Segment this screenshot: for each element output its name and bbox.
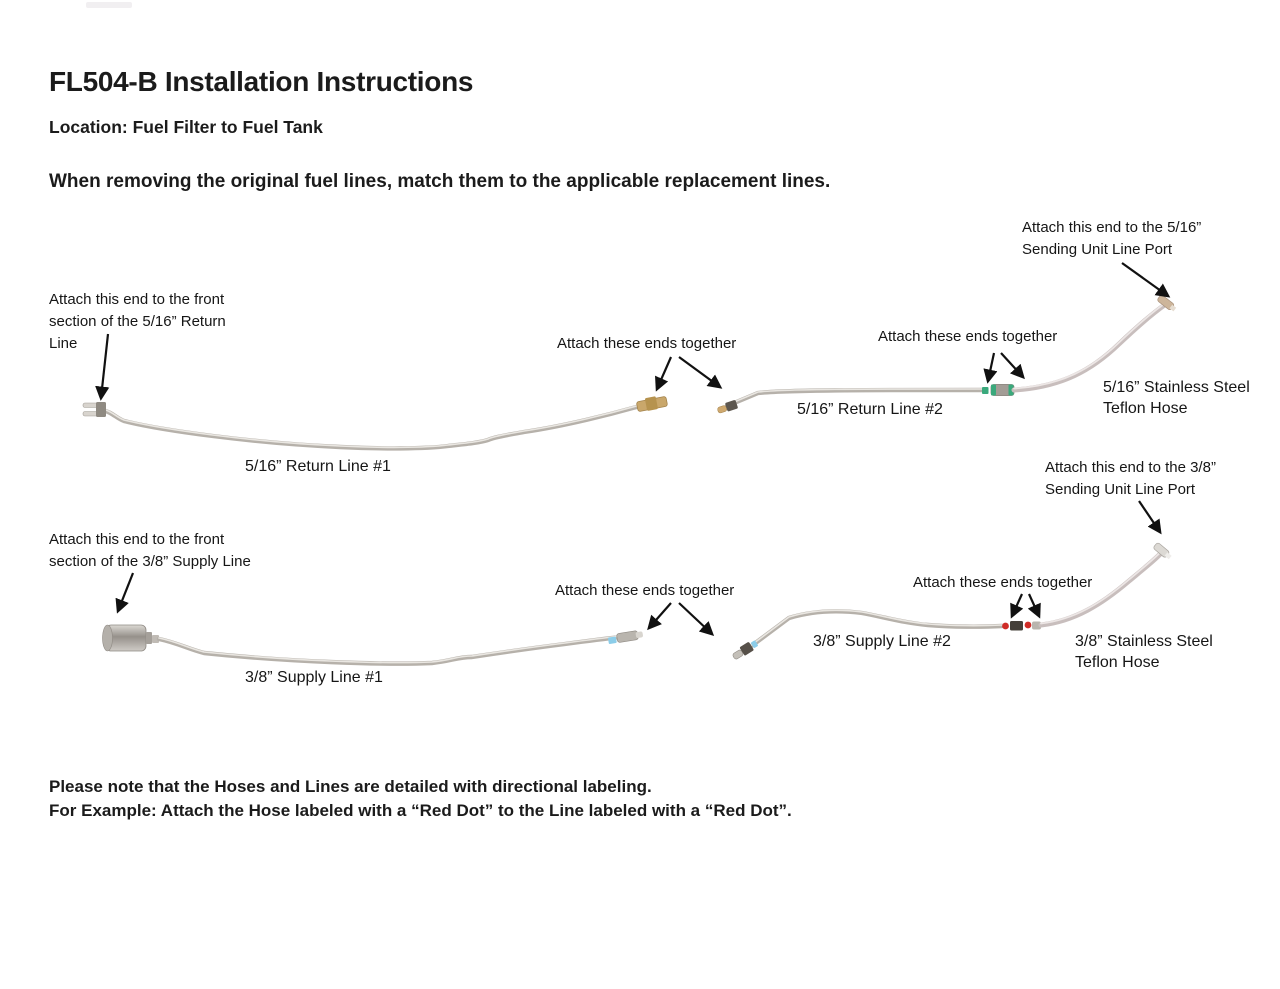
supply-line2-end-fitting (732, 640, 758, 660)
supply-line1-blue-fitting (608, 630, 643, 644)
footer-note-2: For Example: Attach the Hose labeled wit… (49, 801, 792, 820)
label-supply-line-1: 3/8” Supply Line #1 (245, 669, 383, 686)
callout-supply-mid: Attach these ends together (555, 582, 735, 599)
green-dot-fitting (982, 384, 1015, 396)
fuel-filter (102, 624, 159, 652)
callout-supply-sending: Attach this end to the 3/8” Sending Unit… (1045, 457, 1216, 501)
label-return-line-1: 5/16” Return Line #1 (245, 458, 391, 475)
return-teflon-hose-highlight (1013, 301, 1167, 390)
supply-teflon-hose-highlight (1040, 549, 1163, 625)
callout-return-mid: Attach these ends together (557, 335, 737, 352)
return-line-1-highlight (101, 404, 641, 449)
callout-arrow-supply-mid-left (647, 602, 672, 631)
callout-return-front-line1: Attach this end to the front (49, 291, 225, 308)
return-quick-connect-fitting (82, 402, 106, 417)
return-line-2-highlight (726, 388, 985, 406)
supply-line-1-highlight (158, 635, 622, 664)
callout-return-front-line3: Line (49, 335, 78, 352)
supply-line-2-path (743, 609, 1005, 653)
callout-arrow-return-sending (1121, 262, 1171, 298)
location-subtitle: Location: Fuel Filter to Fuel Tank (49, 117, 323, 137)
callout-return-front-line2: section of the 5/16” Return (49, 313, 226, 330)
callout-arrow-supply-mid-right (678, 602, 715, 636)
label-supply-hose-line1: 3/8” Stainless Steel (1075, 633, 1213, 650)
callout-supply-sending-line2: Sending Unit Line Port (1045, 481, 1196, 498)
callout-arrow-return-mid-left (655, 356, 673, 392)
label-supply-line-2: 3/8” Supply Line #2 (813, 633, 951, 650)
supply-line-2-highlight (745, 609, 1003, 650)
return-line-2-path (724, 387, 987, 409)
page-title: FL504-B Installation Instructions (49, 66, 474, 97)
callout-arrow-return-front (95, 333, 110, 401)
return-line-1-path (99, 403, 643, 451)
return-line1-brass-fitting (636, 396, 668, 412)
callout-arrow-return-joint-right (1000, 352, 1025, 380)
callout-return-front: Attach this end to the front section of … (49, 289, 226, 355)
label-supply-hose-line2: Teflon Hose (1075, 654, 1160, 671)
label-return-line-2: 5/16” Return Line #2 (797, 401, 943, 418)
supply-line-1-path (156, 634, 624, 666)
callout-return-sending-line2: Sending Unit Line Port (1022, 241, 1173, 258)
intro-note: When removing the original fuel lines, m… (49, 171, 831, 192)
callout-arrow-supply-front (115, 572, 135, 614)
callout-arrow-return-mid-right (678, 356, 723, 389)
scan-artifact (86, 2, 132, 8)
callout-return-sending-line1: Attach this end to the 5/16” (1022, 219, 1202, 236)
return-teflon-hose-path (1011, 301, 1169, 393)
callout-return-joint: Attach these ends together (878, 328, 1058, 345)
supply-hose-end-fitting (1153, 542, 1172, 560)
callout-supply-joint: Attach these ends together (913, 574, 1093, 591)
callout-arrow-return-joint-left (983, 352, 998, 384)
red-dot-fitting (1002, 621, 1041, 631)
supply-teflon-hose-path (1038, 549, 1165, 628)
callout-arrow-supply-joint-right (1027, 593, 1041, 619)
callout-supply-front-line1: Attach this end to the front (49, 531, 225, 548)
callout-arrow-supply-joint-left (1010, 593, 1024, 619)
footer-note-1: Please note that the Hoses and Lines are… (49, 777, 652, 796)
return-line2-end-fitting (717, 400, 738, 414)
callout-arrow-supply-sending (1138, 500, 1162, 535)
callout-return-sending: Attach this end to the 5/16” Sending Uni… (1022, 217, 1201, 261)
label-supply-hose: 3/8” Stainless Steel Teflon Hose (1075, 631, 1213, 673)
callout-supply-front: Attach this end to the front section of … (49, 529, 251, 573)
callout-supply-front-line2: section of the 3/8” Supply Line (49, 553, 251, 570)
label-return-hose-line1: 5/16” Stainless Steel (1103, 379, 1250, 396)
label-return-hose: 5/16” Stainless Steel Teflon Hose (1103, 377, 1250, 419)
label-return-hose-line2: Teflon Hose (1103, 400, 1188, 417)
callout-supply-sending-line1: Attach this end to the 3/8” (1045, 459, 1216, 476)
